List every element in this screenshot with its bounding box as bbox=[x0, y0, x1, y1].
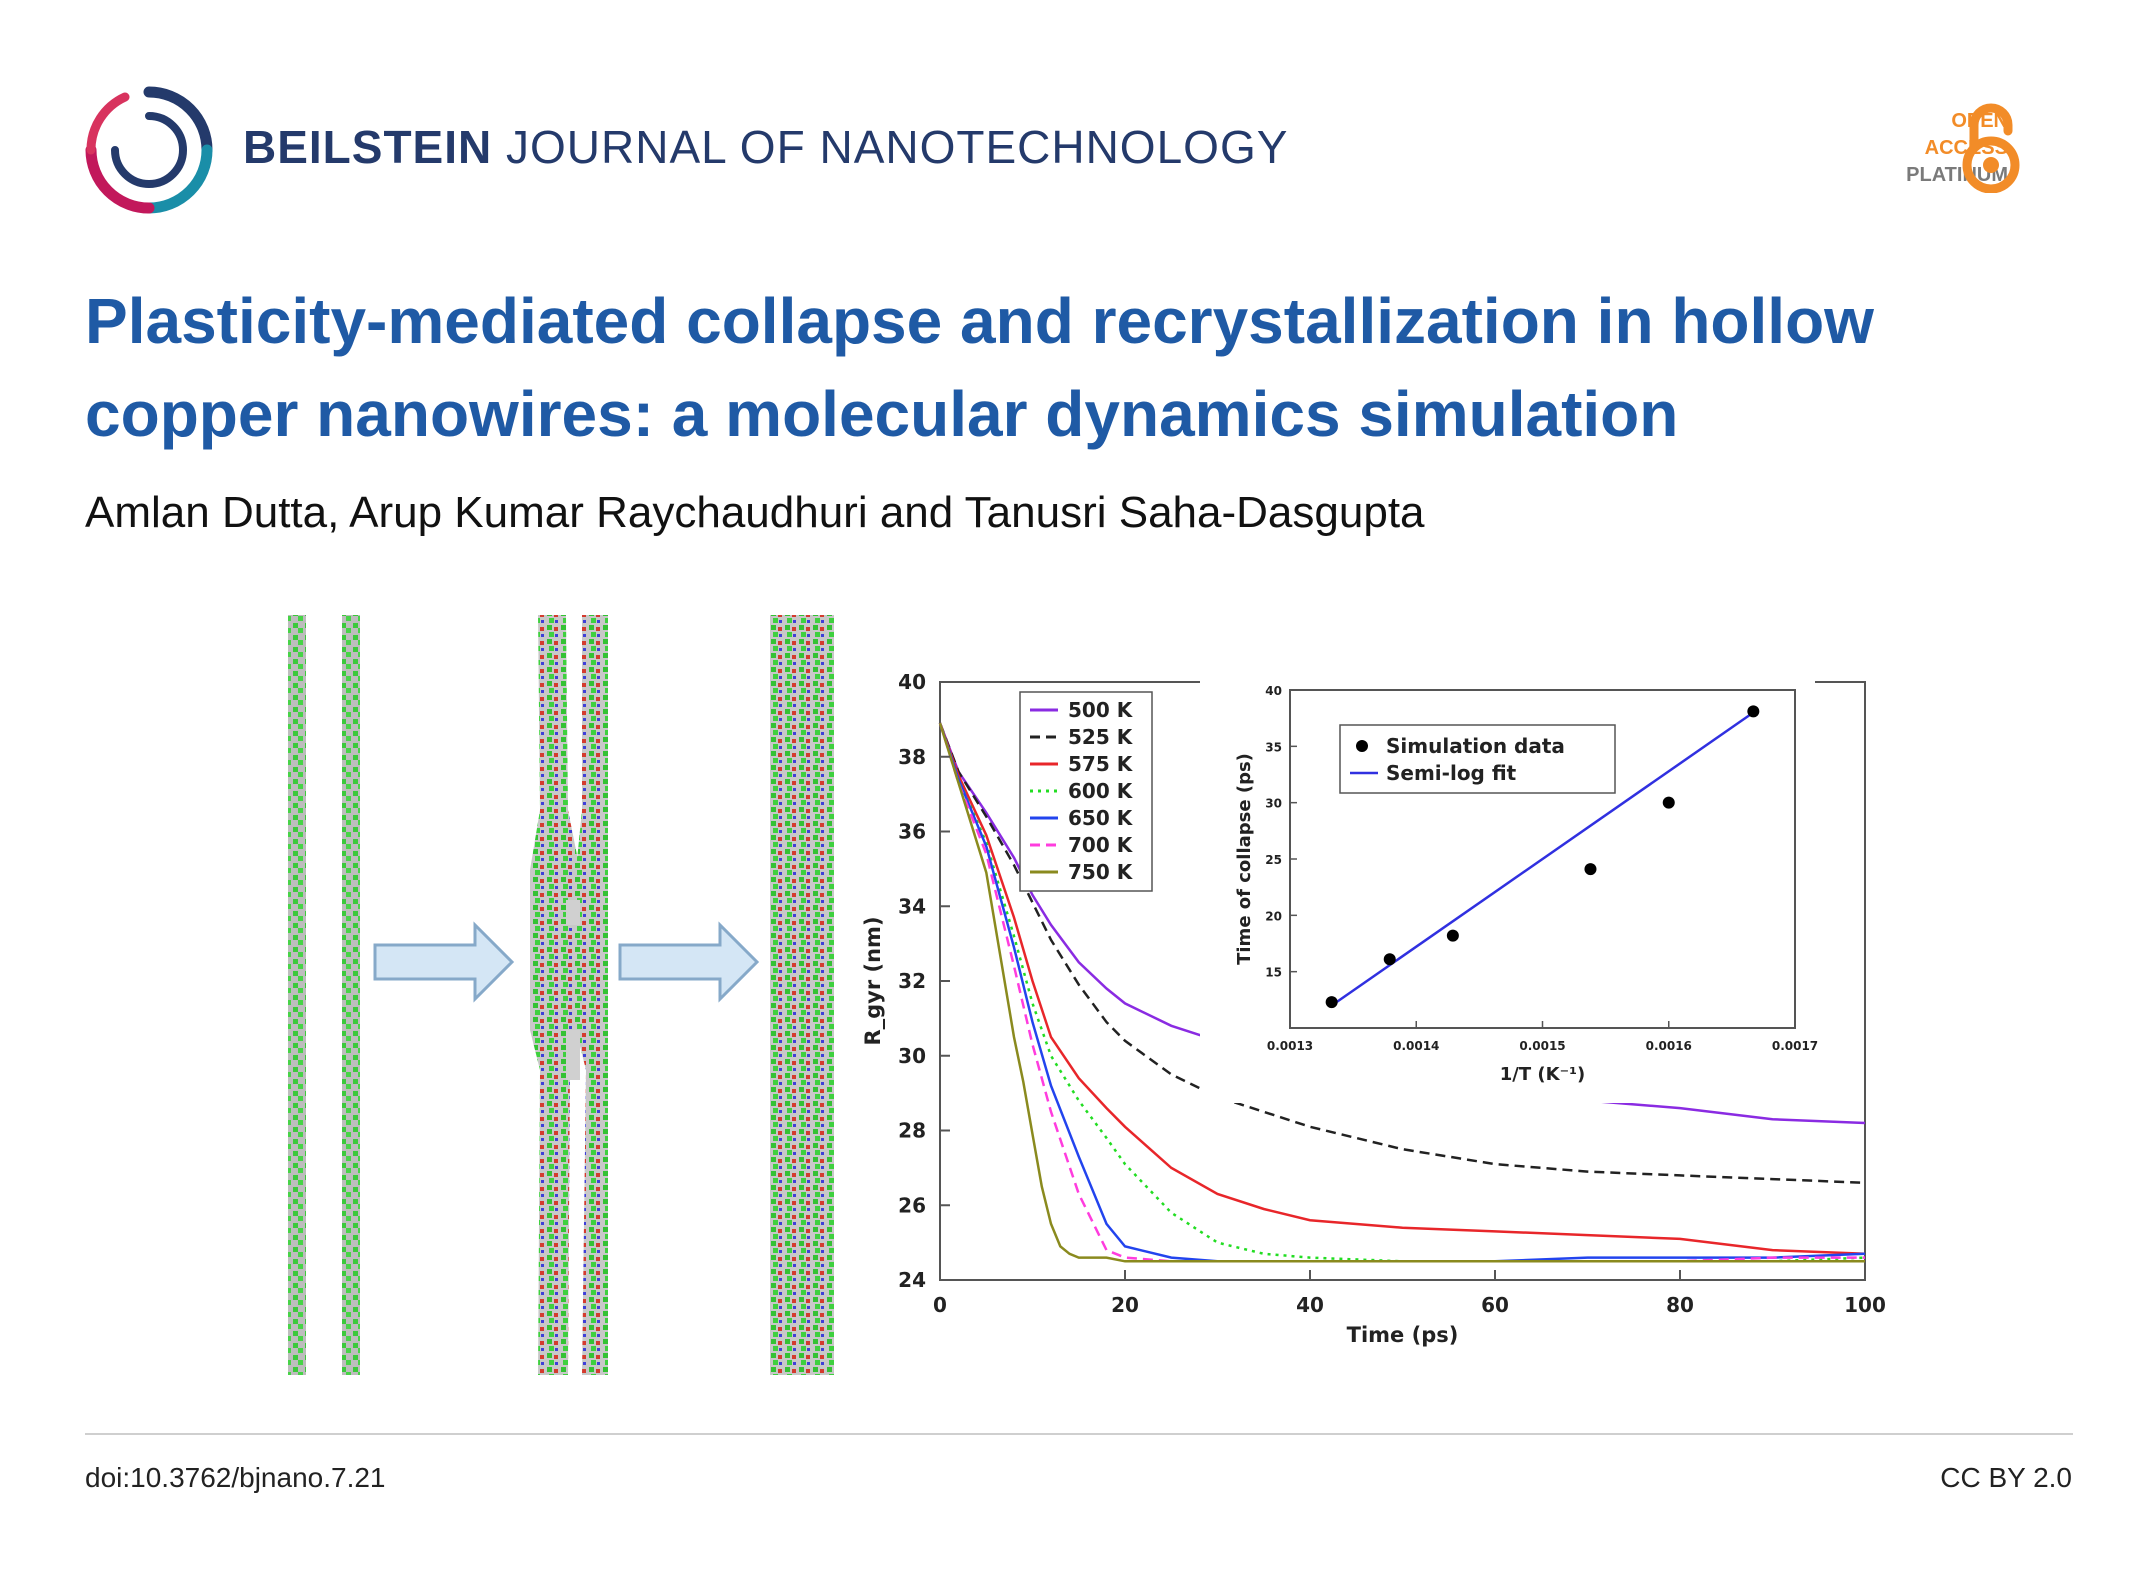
graphical-abstract-figure: 0 20 40 60 80 100 24 26 28 30 32 34 36 38 40 Time (ps)… bbox=[288, 615, 1886, 1375]
nanowire-recrystallized-snapshot bbox=[770, 615, 834, 1375]
main-x-axis-label: Time (ps) bbox=[1347, 1323, 1459, 1347]
inset-y-tick-label: 20 bbox=[1265, 909, 1282, 923]
main-y-tick-label: 32 bbox=[898, 969, 926, 993]
main-legend-entry: 750 K bbox=[1068, 860, 1134, 884]
inset-y-tick-label: 40 bbox=[1265, 684, 1282, 698]
main-y-tick-label: 34 bbox=[898, 894, 926, 918]
inset-x-axis-label: 1/T (K⁻¹) bbox=[1500, 1064, 1585, 1085]
main-x-tick-label: 80 bbox=[1666, 1293, 1694, 1317]
main-x-tick-label: 60 bbox=[1481, 1293, 1509, 1317]
inset-data-point bbox=[1662, 796, 1675, 809]
main-legend-entry: 500 K bbox=[1068, 698, 1134, 722]
oa-line-open: OPEN bbox=[1951, 110, 2008, 132]
inset-y-tick-label: 35 bbox=[1265, 740, 1282, 754]
inset-legend-entry: Simulation data bbox=[1386, 734, 1565, 758]
journal-name-rest: JOURNAL OF NANOTECHNOLOGY bbox=[506, 121, 1289, 173]
inset-data-point bbox=[1747, 705, 1760, 718]
inset-x-tick-label: 0.0017 bbox=[1772, 1039, 1818, 1053]
journal-name-bold: BEILSTEIN bbox=[243, 121, 493, 173]
main-x-tick-label: 0 bbox=[933, 1293, 947, 1317]
inset-y-tick-label: 15 bbox=[1265, 966, 1282, 980]
oa-line-platinum: PLATINUM bbox=[1906, 164, 2008, 186]
inset-legend: Simulation data Semi-log fit bbox=[1339, 724, 1616, 794]
main-y-tick-label: 28 bbox=[898, 1119, 926, 1143]
main-x-tick-label: 100 bbox=[1844, 1293, 1886, 1317]
license-text: CC BY 2.0 bbox=[1940, 1462, 2072, 1493]
main-legend-entry: 650 K bbox=[1068, 806, 1134, 830]
main-y-axis-label: R_gyr (nm) bbox=[861, 916, 885, 1045]
main-series-line bbox=[938, 722, 1866, 1256]
main-legend-entry: 525 K bbox=[1068, 725, 1134, 749]
main-y-tick-label: 24 bbox=[898, 1268, 926, 1292]
inset-x-tick-label: 0.0015 bbox=[1519, 1039, 1565, 1053]
doi-text: doi:10.3762/bjnano.7.21 bbox=[85, 1462, 386, 1493]
inset-legend-swatch-points bbox=[1356, 740, 1368, 752]
footer-divider bbox=[85, 1433, 2073, 1435]
beilstein-logo-icon bbox=[85, 86, 213, 214]
main-line-chart: 0 20 40 60 80 100 24 26 28 30 32 34 36 38 40 Time (ps)… bbox=[861, 670, 1886, 1347]
main-y-tick-label: 38 bbox=[898, 745, 926, 769]
main-y-tick-label: 40 bbox=[898, 670, 926, 694]
main-legend-entry: 600 K bbox=[1068, 779, 1134, 803]
inset-x-tick-label: 0.0014 bbox=[1393, 1039, 1439, 1053]
main-x-tick-label: 20 bbox=[1111, 1293, 1139, 1317]
main-legend-entry: 575 K bbox=[1068, 752, 1134, 776]
inset-x-tick-label: 0.0013 bbox=[1267, 1039, 1313, 1053]
arrow-right-icon-2 bbox=[618, 921, 760, 1003]
inset-legend-box bbox=[1339, 724, 1616, 794]
main-y-tick-label: 36 bbox=[898, 820, 926, 844]
main-y-tick-label: 26 bbox=[898, 1193, 926, 1217]
main-legend-box bbox=[1019, 691, 1153, 892]
inset-x-tick-label: 0.0016 bbox=[1646, 1039, 1692, 1053]
inset-y-tick-label: 25 bbox=[1265, 853, 1282, 867]
inset-data-point bbox=[1383, 953, 1396, 966]
open-access-lock-icon bbox=[1962, 103, 2020, 193]
inset-data-point bbox=[1325, 996, 1338, 1009]
arrow-right-icon-1 bbox=[373, 921, 515, 1003]
inset-y-axis-label: Time of collapse (ps) bbox=[1234, 753, 1255, 965]
main-series-line bbox=[938, 722, 1865, 1263]
nanowire-collapsing-snapshot bbox=[530, 615, 608, 1375]
main-legend: 500 K 525 K 575 K 600 K 650 K 700 K 750 K bbox=[1019, 691, 1153, 892]
inset-data-point bbox=[1446, 929, 1459, 942]
nanowire-initial-snapshot bbox=[288, 615, 360, 1375]
inset-y-tick-label: 30 bbox=[1265, 797, 1282, 811]
inset-data-point bbox=[1584, 863, 1597, 876]
inset-fit-line bbox=[1330, 711, 1755, 1007]
main-series-line bbox=[938, 722, 1866, 1263]
journal-name: BEILSTEIN JOURNAL OF NANOTECHNOLOGY bbox=[243, 120, 1288, 174]
inset-scatter-chart: 0.0013 0.0014 0.0015 0.0016 0.0017 15 20 25 30 35… bbox=[1200, 680, 1818, 1103]
main-series-line bbox=[938, 722, 1866, 1185]
article-title: Plasticity-mediated collapse and recryst… bbox=[85, 285, 1874, 450]
main-legend-entry: 700 K bbox=[1068, 833, 1134, 857]
article-authors: Amlan Dutta, Arup Kumar Raychaudhuri and… bbox=[85, 488, 1425, 537]
main-y-tick-label: 30 bbox=[898, 1044, 926, 1068]
inset-legend-entry: Semi-log fit bbox=[1386, 761, 1517, 785]
main-x-tick-label: 40 bbox=[1296, 1293, 1324, 1317]
